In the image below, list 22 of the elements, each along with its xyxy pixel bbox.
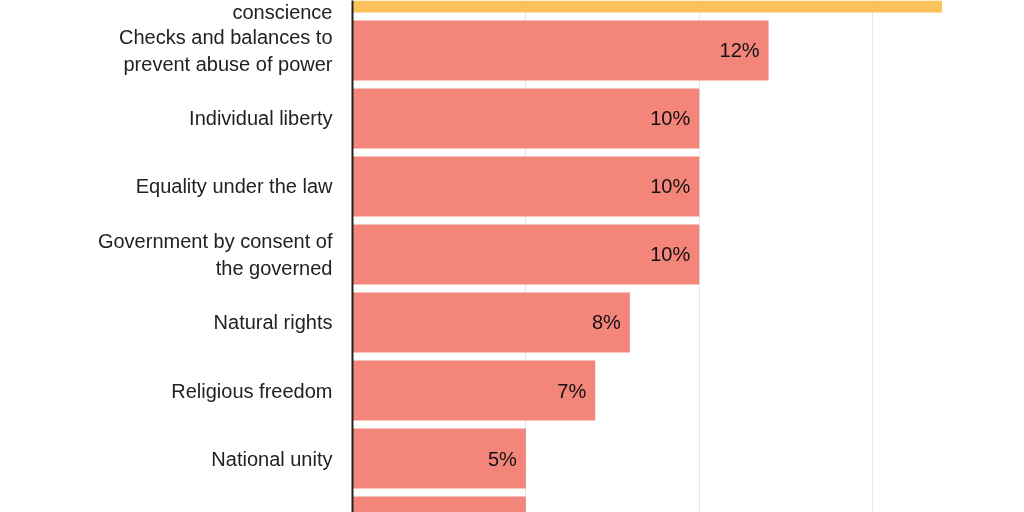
y-tick-label: Government by consent of the governed	[97, 229, 333, 280]
y-tick-label: conscience	[232, 0, 333, 23]
bar	[352, 292, 630, 353]
data-label: 12%	[719, 39, 760, 62]
bar	[352, 156, 700, 217]
y-tick-label: Natural rights	[213, 311, 333, 334]
bar	[352, 360, 596, 421]
y-tick-label: Individual liberty	[189, 107, 333, 130]
bar	[352, 224, 700, 285]
y-tick-label: Religious freedom	[171, 379, 333, 402]
bar	[352, 20, 769, 81]
data-label: 5%	[487, 447, 518, 470]
y-tick-label: Checks and balances to prevent abuse of power	[119, 25, 333, 76]
bar	[352, 88, 700, 149]
y-tick-label: Equality under the law	[135, 175, 334, 198]
data-label: 7%	[557, 379, 587, 402]
data-label: 10%	[650, 175, 691, 198]
y-tick-label: National unity	[211, 447, 333, 470]
data-label: 8%	[591, 311, 622, 334]
data-label: 10%	[650, 107, 691, 130]
data-label: 10%	[650, 243, 691, 266]
bar	[352, 428, 526, 489]
